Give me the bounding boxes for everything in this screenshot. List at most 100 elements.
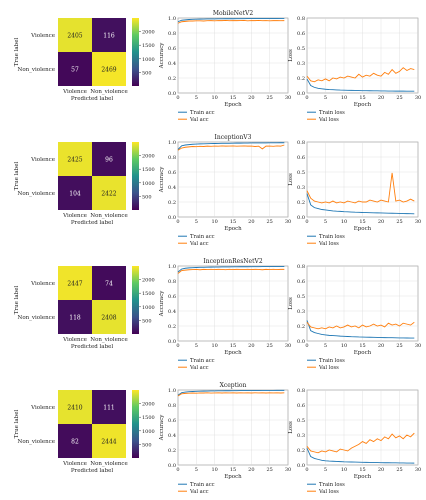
- y-tick-label: 0.2: [297, 324, 305, 330]
- confusion-xlabel: Predicted label: [71, 468, 113, 474]
- confusion-col-label: Non_violence: [90, 337, 128, 343]
- x-tick-label: 5: [195, 467, 198, 473]
- y-axis-label: Accuracy: [159, 166, 165, 194]
- confusion-value: 118: [69, 315, 81, 322]
- confusion-row-label: Non_violence: [18, 67, 56, 73]
- y-axis-label: Loss: [288, 297, 294, 310]
- colorbar-tick-label: 1500: [142, 415, 155, 421]
- series-line-val-loss: [306, 321, 415, 330]
- x-tick-label: 25: [266, 95, 272, 101]
- x-tick-label: 20: [378, 467, 384, 473]
- confusion-cell: [92, 52, 126, 86]
- y-tick-label: 0.0: [297, 463, 305, 469]
- x-tick-label: 20: [248, 467, 254, 473]
- x-axis-label: Epoch: [354, 350, 372, 356]
- confusion-cell: [92, 424, 126, 458]
- x-axis-label: Epoch: [224, 474, 242, 480]
- x-tick-label: 15: [359, 95, 365, 101]
- confusion-cell: [92, 266, 126, 300]
- colorbar-tick-label: 500: [142, 194, 152, 200]
- y-tick-label: 0.8: [168, 403, 176, 409]
- plot-title: InceptionResNetV2: [203, 258, 262, 265]
- y-tick-label: 0.5: [297, 294, 305, 300]
- colorbar-tick-label: 2000: [142, 154, 155, 160]
- x-axis-label: Epoch: [354, 102, 372, 108]
- y-tick-label: 0.8: [168, 31, 176, 37]
- confusion-value: 2447: [67, 281, 82, 288]
- x-tick-label: 25: [396, 467, 402, 473]
- series-line-val-loss: [306, 172, 415, 204]
- y-tick-label: 0.2: [168, 200, 176, 206]
- x-tick-label: 10: [211, 95, 217, 101]
- confusion-xlabel: Predicted label: [71, 96, 113, 102]
- x-tick-label: 25: [396, 95, 402, 101]
- y-tick-label: 0.2: [297, 200, 305, 206]
- confusion-row-label: Violence: [30, 281, 55, 287]
- x-tick-label: 20: [378, 219, 384, 225]
- x-tick-label: 5: [195, 95, 198, 101]
- colorbar: [132, 390, 139, 458]
- colorbar-tick-label: 1500: [142, 43, 155, 49]
- y-tick-label: 0.0: [168, 463, 176, 469]
- x-tick-label: 30: [285, 467, 291, 473]
- x-tick-label: 0: [176, 467, 179, 473]
- accuracy-plot: 0 5 10 15 20 25 30 0.0 0.2 0.4 0.6 0.8 1.0 MobileNetV…: [159, 10, 291, 123]
- y-tick-label: 0.5: [297, 418, 305, 424]
- x-tick-label: 0: [176, 219, 179, 225]
- confusion-cell: [92, 176, 126, 210]
- series-line-train-loss: [306, 193, 415, 215]
- x-tick-label: 30: [285, 95, 291, 101]
- x-tick-label: 5: [324, 343, 327, 349]
- confusion-value: 2408: [101, 315, 116, 322]
- accuracy-plot: 0 5 10 15 20 25 30 0.0 0.2 0.4 0.6 0.8 1.0 Xception Ep…: [159, 382, 291, 495]
- accuracy-plot: 0 5 10 15 20 25 30 0.0 0.2 0.4 0.6 0.8 1.0 InceptionR…: [159, 258, 291, 371]
- series-line-train-acc: [177, 266, 285, 273]
- confusion-row-label: Non_violence: [18, 191, 56, 197]
- y-tick-label: 0.6: [168, 294, 176, 300]
- colorbar-tick-label: 2000: [142, 30, 155, 36]
- y-axis-label: Loss: [288, 49, 294, 62]
- legend-label: Val acc: [189, 365, 209, 371]
- y-tick-label: 0.3: [297, 185, 305, 191]
- y-tick-label: 0.4: [168, 433, 176, 439]
- legend-label: Train acc: [190, 110, 215, 116]
- y-tick-label: 0.4: [168, 61, 176, 67]
- x-tick-label: 20: [248, 343, 254, 349]
- colorbar-tick-label: 500: [142, 70, 152, 76]
- x-tick-label: 0: [305, 343, 308, 349]
- y-tick-label: 0.6: [168, 170, 176, 176]
- series-line-val-loss: [306, 432, 415, 454]
- x-tick-label: 30: [415, 467, 421, 473]
- x-tick-label: 25: [266, 467, 272, 473]
- x-tick-label: 15: [359, 343, 365, 349]
- x-tick-label: 20: [248, 95, 254, 101]
- plot-title: Xception: [220, 382, 247, 389]
- colorbar-tick-label: 2000: [142, 278, 155, 284]
- x-tick-label: 0: [305, 95, 308, 101]
- series-line-val-acc: [177, 20, 285, 24]
- x-tick-label: 0: [176, 343, 179, 349]
- legend-label: Train acc: [190, 482, 215, 488]
- legend-label: Val acc: [189, 489, 209, 495]
- confusion-ylabel: True label: [14, 286, 20, 315]
- y-tick-label: 0.6: [297, 31, 305, 37]
- legend-label: Val acc: [189, 241, 209, 247]
- legend-label: Train loss: [319, 482, 345, 488]
- series-line-val-acc: [177, 268, 285, 274]
- confusion-col-label: Non_violence: [90, 213, 128, 219]
- y-axis-label: Accuracy: [159, 414, 165, 442]
- colorbar-tick-label: 1000: [142, 305, 155, 311]
- x-tick-label: 15: [230, 95, 236, 101]
- x-tick-label: 10: [341, 343, 347, 349]
- confusion-row-label: Violence: [30, 405, 55, 411]
- colorbar-tick-label: 1500: [142, 167, 155, 173]
- x-tick-label: 30: [415, 343, 421, 349]
- confusion-value: 2444: [101, 439, 116, 446]
- confusion-value: 2422: [101, 191, 116, 198]
- colorbar: [132, 266, 139, 334]
